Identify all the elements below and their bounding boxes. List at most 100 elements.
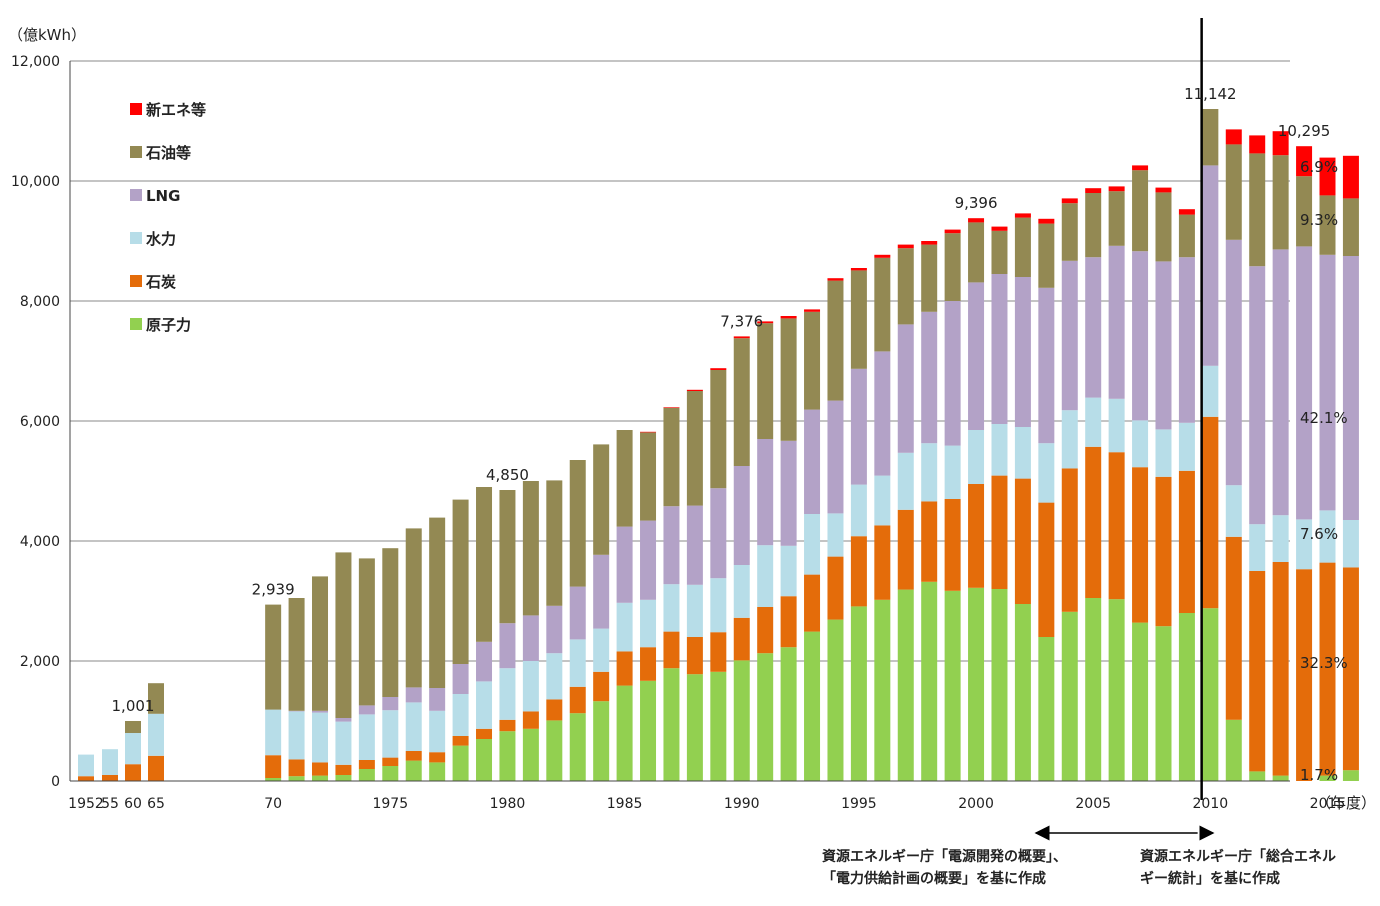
bar-segment [663, 631, 680, 669]
bar-segment [1014, 478, 1031, 604]
bar-segment [757, 607, 774, 654]
bar-segment [312, 775, 329, 781]
bar-segment [710, 632, 727, 672]
bar-segment [663, 584, 680, 632]
bar-segment [1272, 249, 1289, 516]
bar-segment [1155, 476, 1172, 627]
bar-segment [1085, 188, 1102, 193]
bar-segment [686, 389, 703, 391]
bar-segment [921, 311, 938, 444]
bar-segment [546, 720, 563, 781]
bar-segment [663, 506, 680, 585]
bar-segment [921, 501, 938, 582]
legend-label: LNG [146, 187, 180, 205]
bar-segment [499, 490, 516, 624]
bar-segment [358, 558, 375, 706]
bar-segment [616, 651, 633, 686]
bar-segment [686, 674, 703, 781]
bar-segment [804, 514, 821, 575]
bar-segment [1225, 485, 1242, 537]
bar-segment [335, 775, 352, 781]
bar-segment [1225, 129, 1242, 145]
total-label: 9,396 [955, 194, 998, 212]
bar-segment [850, 484, 867, 537]
bar-segment [522, 615, 539, 661]
bar-segment [850, 268, 867, 271]
bar-segment [991, 589, 1008, 781]
bar-segment [1272, 775, 1289, 781]
bar-segment [1038, 443, 1055, 503]
bar-segment [874, 599, 891, 781]
bar-segment [1155, 626, 1172, 781]
bar-segment [1132, 251, 1149, 421]
bar-segment [780, 318, 797, 441]
source-note-line: ギー統計」を基に作成 [1140, 870, 1280, 887]
bar-segment [312, 762, 329, 776]
axes: 0 2,000 4,000 6,000 8,000 10,000 12,000 （億kWh） （… [8, 18, 1376, 812]
bar-segment [1178, 613, 1195, 781]
bar-segment [1108, 452, 1125, 600]
bar-segment [921, 443, 938, 502]
bar-segment [1296, 176, 1313, 247]
bar-segment [1085, 193, 1102, 258]
bar-segment [827, 619, 844, 781]
bar-segment [546, 699, 563, 721]
y-tick-label: 0 [51, 774, 60, 790]
bar-segment [874, 351, 891, 476]
bar-segment [1342, 256, 1359, 520]
bar-segment [288, 711, 305, 760]
bar-segment [429, 710, 446, 753]
bar-segment [804, 409, 821, 514]
bar-segment [968, 587, 985, 781]
bar-segment [1085, 446, 1102, 598]
bar-segment [148, 713, 164, 756]
bar-segment [827, 280, 844, 401]
bar-segment [1319, 775, 1336, 781]
bar-segment [476, 641, 493, 682]
bar-segment [1202, 416, 1219, 609]
bar-segment [265, 709, 282, 756]
bar-segment [780, 545, 797, 597]
bar-segment [405, 702, 422, 751]
bar-segment [780, 596, 797, 648]
bar-segment [593, 444, 610, 555]
bar-segment [1014, 217, 1031, 277]
share-label: 9.3% [1300, 211, 1338, 229]
bar-segment [640, 431, 657, 433]
bar-segment [569, 713, 586, 781]
bar-segment [1155, 187, 1172, 193]
legend-label: 石炭 [145, 273, 176, 291]
bar-segment [1178, 214, 1195, 258]
total-label: 1,001 [112, 697, 155, 715]
bar-segment [1085, 257, 1102, 398]
bar-segment [1272, 515, 1289, 562]
bar-segment [499, 731, 516, 781]
bar-segment [1342, 567, 1359, 771]
bar-segment [991, 424, 1008, 476]
bar-segment [358, 714, 375, 760]
bar-segment [1342, 770, 1359, 781]
y-unit-label: （億kWh） [8, 26, 86, 44]
bar-segment [686, 505, 703, 585]
bar-segment [733, 660, 750, 781]
bar-segment [1061, 260, 1078, 411]
x-tick-label: 60 [124, 796, 142, 812]
y-tick-label: 10,000 [11, 174, 60, 190]
bar-segment [499, 623, 516, 669]
bar-segment [405, 528, 422, 688]
share-label: 7.6% [1300, 525, 1338, 543]
bar-segment [382, 710, 399, 758]
bar-segment [616, 602, 633, 652]
bar-segment [710, 578, 727, 633]
bar-segment [850, 270, 867, 369]
share-label: 32.3% [1300, 654, 1348, 672]
bar-segment [1225, 144, 1242, 240]
bar-segment [968, 484, 985, 588]
bar-segment [593, 554, 610, 629]
share-label: 42.1% [1300, 409, 1348, 427]
bar-segment [968, 222, 985, 283]
bar-segment [522, 711, 539, 729]
y-tick-label: 8,000 [20, 294, 60, 310]
bar-segment [968, 218, 985, 223]
